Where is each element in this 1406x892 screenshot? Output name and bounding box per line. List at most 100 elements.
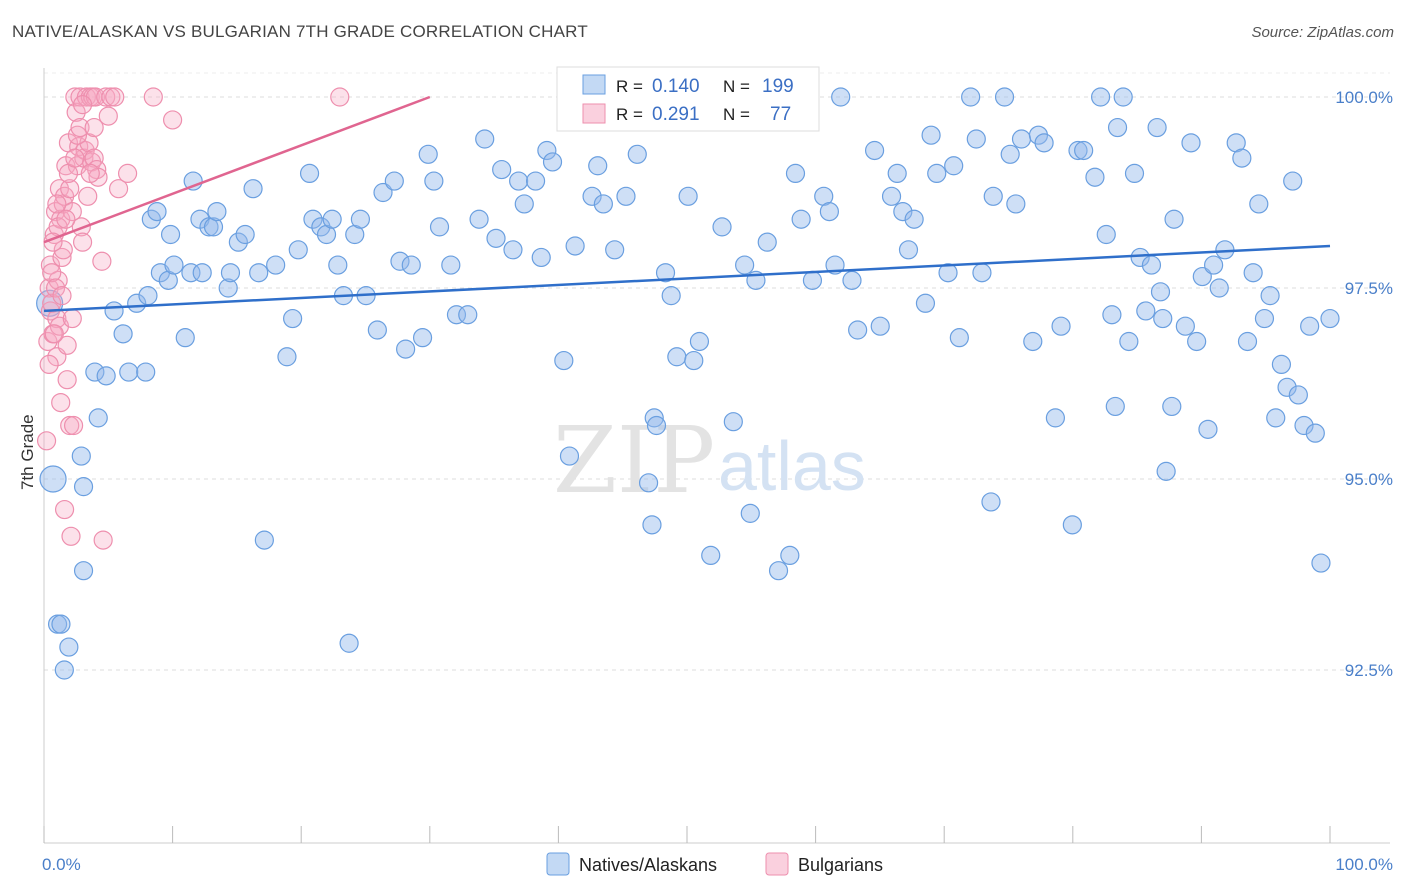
native-point-157 — [1141, 255, 1162, 275]
grid-lines — [44, 72, 1390, 671]
native-point-76 — [537, 140, 557, 161]
bulgarian-point-52 — [108, 179, 129, 199]
native-point-84 — [593, 194, 613, 214]
x-tick-label-1: 100.0% — [1335, 855, 1393, 874]
native-point-54 — [367, 320, 387, 340]
native-point-17 — [138, 286, 158, 306]
native-point-63 — [429, 217, 450, 237]
native-point-65 — [446, 305, 467, 325]
native-point-48 — [328, 255, 348, 275]
native-point-138 — [1023, 331, 1043, 352]
bulgarian-point-20 — [57, 370, 77, 390]
legend-n-value-blue: 199 — [762, 76, 794, 97]
native-point-82 — [582, 186, 602, 206]
native-point-10 — [88, 408, 108, 428]
native-point-70 — [492, 159, 512, 180]
native-point-77 — [542, 152, 563, 172]
bulgarian-point-63 — [72, 95, 93, 115]
series-natives-alaskans — [36, 87, 1340, 680]
native-point-61 — [418, 144, 438, 164]
native-point-64 — [441, 255, 461, 275]
native-point-100 — [723, 412, 743, 432]
bulgarian-point-25 — [62, 202, 82, 222]
native-point-143 — [1062, 515, 1082, 535]
native-point-173 — [1232, 148, 1252, 168]
bulgarian-point-56 — [330, 87, 350, 107]
bulgarian-point-61 — [60, 179, 80, 199]
native-point-147 — [1090, 87, 1111, 107]
native-point-146 — [1085, 167, 1105, 187]
native-point-57 — [390, 251, 410, 271]
bulgarian-point-37 — [78, 186, 98, 206]
native-point-38 — [254, 530, 274, 550]
native-point-4 — [54, 660, 74, 680]
native-point-187 — [1311, 553, 1331, 573]
bulgarian-point-42 — [84, 148, 104, 168]
native-point-185 — [1300, 316, 1320, 336]
native-point-140 — [1034, 133, 1054, 153]
y-tick-label-2: 97.5% — [1345, 279, 1393, 298]
native-point-136 — [1006, 194, 1026, 214]
native-point-44 — [303, 209, 323, 229]
native-point-3 — [51, 614, 71, 634]
native-point-118 — [881, 186, 902, 206]
native-point-86 — [616, 186, 636, 206]
bulgarian-point-60 — [53, 240, 73, 260]
native-point-142 — [1051, 316, 1071, 336]
bulgarian-point-54 — [143, 87, 163, 107]
native-point-39 — [266, 255, 286, 275]
native-point-141 — [1045, 408, 1065, 428]
native-point-116 — [864, 140, 885, 161]
bottom-legend-swatch-pink — [765, 852, 789, 876]
bulgarian-point-5 — [42, 293, 62, 313]
native-point-1 — [39, 465, 67, 493]
native-point-50 — [339, 633, 359, 653]
native-point-127 — [944, 156, 964, 176]
native-point-153 — [1119, 331, 1139, 352]
bulgarian-point-73 — [39, 354, 59, 374]
native-point-41 — [283, 308, 303, 329]
native-point-94 — [667, 347, 687, 367]
native-point-130 — [966, 129, 986, 149]
native-point-121 — [898, 240, 919, 260]
bulgarian-point-14 — [51, 393, 71, 413]
bulgarian-point-51 — [105, 87, 125, 107]
native-point-164 — [1175, 316, 1195, 336]
native-point-98 — [701, 545, 721, 566]
native-point-180 — [1271, 354, 1292, 374]
native-point-5 — [59, 637, 79, 657]
native-point-135 — [1000, 144, 1020, 164]
bulgarian-point-71 — [80, 163, 100, 183]
native-point-29 — [199, 217, 219, 237]
bulgarian-point-18 — [54, 499, 75, 520]
native-point-15 — [127, 293, 147, 313]
native-point-158 — [1147, 117, 1167, 138]
native-point-42 — [288, 240, 308, 260]
native-point-12 — [104, 301, 124, 321]
native-point-52 — [350, 209, 371, 229]
native-point-154 — [1124, 163, 1145, 183]
legend-n-label-pink: N = — [723, 105, 750, 124]
native-point-69 — [486, 228, 506, 248]
native-point-149 — [1102, 305, 1122, 325]
native-point-175 — [1243, 263, 1263, 283]
native-point-182 — [1283, 171, 1303, 191]
native-point-85 — [605, 240, 625, 260]
bulgarian-point-65 — [44, 324, 64, 344]
legend-r-label-blue: R = — [616, 77, 643, 96]
native-point-59 — [401, 255, 421, 275]
native-point-62 — [424, 171, 444, 191]
legend-swatch-pink — [582, 103, 606, 124]
bulgarian-point-49 — [98, 106, 118, 126]
native-point-68 — [475, 129, 495, 149]
bulgarian-point-38 — [79, 133, 99, 153]
native-point-8 — [73, 477, 94, 497]
axes — [43, 68, 1390, 844]
legend-r-label-pink: R = — [616, 105, 643, 124]
native-point-87 — [627, 144, 647, 164]
native-point-55 — [373, 182, 393, 203]
native-point-23 — [164, 255, 184, 275]
native-point-66 — [458, 305, 478, 325]
y-tick-label-1: 95.0% — [1345, 470, 1393, 489]
